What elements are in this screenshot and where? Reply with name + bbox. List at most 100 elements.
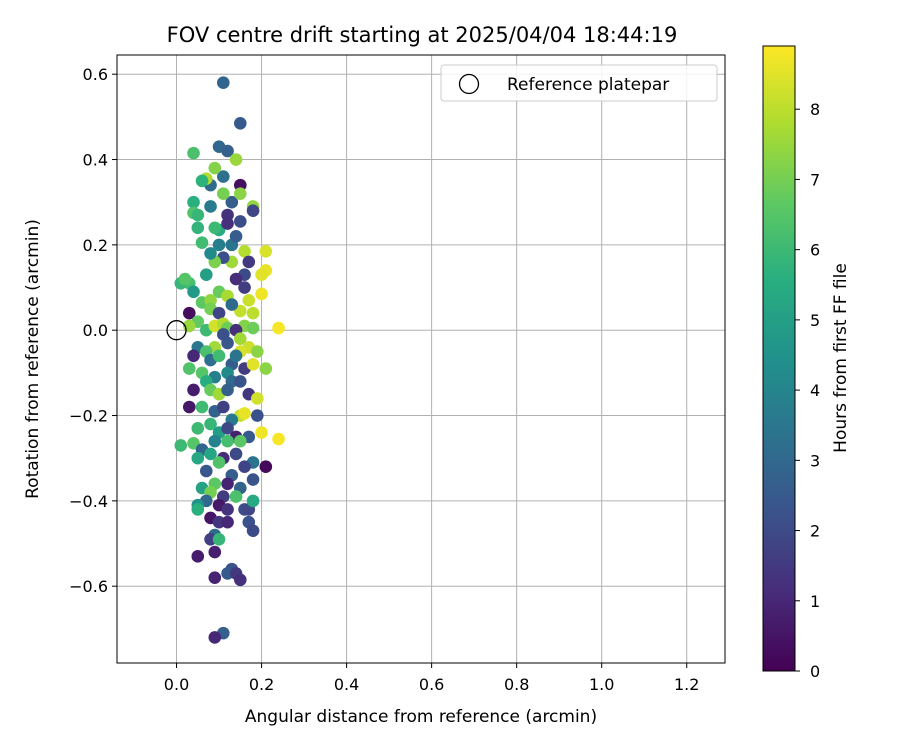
legend-entry-reference: Reference platepar (507, 75, 669, 95)
data-point (259, 460, 273, 474)
data-point (229, 272, 243, 286)
data-point (187, 195, 200, 209)
data-point (174, 439, 188, 452)
data-point (272, 321, 285, 335)
data-point (246, 524, 260, 538)
data-point (251, 345, 264, 358)
data-point (191, 503, 205, 516)
legend: Reference platepar (440, 64, 718, 102)
data-point (212, 238, 226, 252)
data-point (187, 146, 200, 160)
data-point (246, 473, 260, 486)
data-point (187, 285, 200, 299)
colorbar-label: Hours from first FF file (831, 263, 851, 453)
x-axis-label: Angular distance from reference (arcmin) (245, 707, 597, 727)
colorbar-tick-label: 8 (810, 100, 820, 119)
y-tick-label: 0.2 (83, 236, 108, 255)
data-point (251, 392, 264, 405)
data-point (234, 573, 247, 587)
x-axis-ticks: 0.0 0.2 0.4 0.6 0.8 1.0 1.2 (164, 663, 699, 694)
data-point (182, 306, 196, 320)
data-point (238, 460, 251, 474)
data-point (229, 490, 243, 503)
data-point (229, 153, 243, 166)
data-point (221, 434, 234, 448)
data-point (187, 383, 200, 397)
data-point (221, 477, 234, 491)
data-point (246, 321, 260, 335)
data-point (238, 407, 251, 420)
data-point (191, 422, 205, 435)
data-point (199, 268, 213, 282)
legend-box (440, 64, 718, 102)
colorbar-tick-label: 7 (810, 170, 820, 189)
x-tick-label: 0.6 (419, 675, 444, 694)
data-point (216, 187, 230, 200)
data-point (204, 200, 217, 213)
data-point (255, 287, 268, 301)
data-point (225, 298, 239, 311)
y-tick-label: 0.4 (83, 151, 108, 170)
plot-border (116, 54, 726, 664)
data-points (166, 76, 285, 644)
data-point (255, 268, 268, 282)
data-point (195, 236, 209, 250)
data-point (178, 272, 192, 286)
data-point (208, 545, 222, 559)
data-point (238, 244, 251, 258)
data-point (234, 434, 247, 448)
data-point (242, 294, 256, 307)
data-point (259, 362, 273, 375)
colorbar-tick-label: 6 (810, 241, 820, 260)
data-point (195, 400, 209, 414)
data-point (234, 116, 247, 130)
data-point (212, 456, 226, 469)
y-tick-label: −0.4 (69, 492, 108, 511)
data-point (182, 400, 196, 414)
data-point (216, 328, 230, 341)
data-point (221, 515, 234, 529)
y-axis-ticks: −0.6 −0.4 −0.2 0.0 0.2 0.4 0.6 (69, 65, 117, 596)
data-point (234, 215, 247, 228)
y-tick-label: −0.6 (69, 577, 108, 596)
data-point (195, 174, 209, 188)
data-point (208, 631, 222, 644)
y-tick-label: 0.0 (83, 321, 108, 340)
data-point (191, 208, 205, 222)
data-point (221, 383, 234, 397)
data-point (191, 221, 205, 235)
data-point (208, 434, 222, 448)
x-tick-label: 0.8 (504, 675, 529, 694)
colorbar-tick-label: 0 (810, 662, 820, 681)
data-point (199, 464, 213, 478)
chart-title: FOV centre drift starting at 2025/04/04 … (167, 23, 678, 47)
data-point (208, 161, 222, 175)
data-point (204, 417, 217, 431)
x-tick-label: 0.2 (249, 675, 274, 694)
data-point (216, 400, 230, 414)
data-point (216, 76, 230, 90)
data-point (212, 532, 226, 546)
data-point (221, 217, 234, 230)
data-point (229, 349, 243, 363)
data-point (234, 375, 247, 388)
y-tick-label: 0.6 (83, 65, 108, 84)
data-point (246, 204, 260, 218)
data-point (246, 494, 260, 508)
colorbar-tick-label: 5 (810, 311, 820, 330)
colorbar-tick-label: 1 (810, 592, 820, 611)
data-point (212, 306, 226, 320)
y-axis-label: Rotation from reference (arcmin) (23, 219, 43, 499)
data-point (187, 349, 200, 363)
data-point (229, 230, 243, 243)
data-point (234, 187, 247, 200)
data-point (272, 432, 285, 446)
legend-marker-reference (458, 73, 480, 95)
y-tick-label: −0.2 (69, 407, 108, 426)
colorbar (762, 45, 796, 672)
data-point (216, 170, 230, 183)
data-point (259, 244, 273, 258)
data-point (255, 426, 268, 439)
data-point (234, 332, 247, 346)
